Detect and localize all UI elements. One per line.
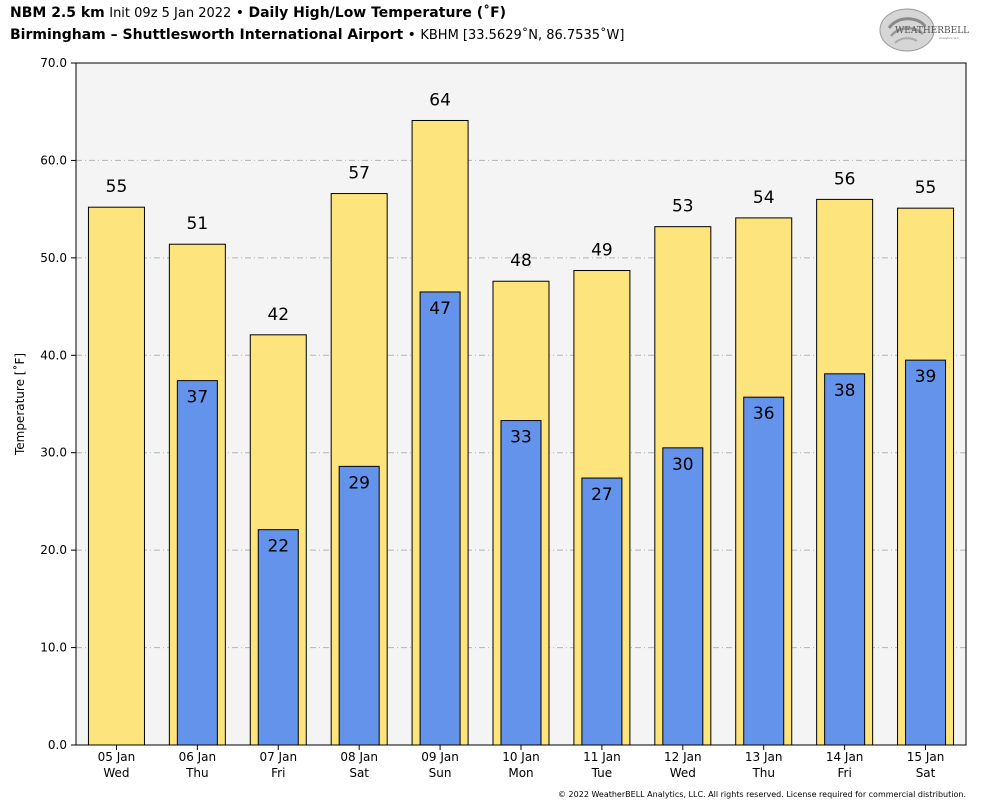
station-meta: KBHM [33.5629˚N, 86.7535˚W] xyxy=(420,28,625,43)
low-temp-bar xyxy=(338,465,380,746)
y-tick-label: 20.0 xyxy=(40,543,67,557)
x-tick-date: 11 Jan xyxy=(583,750,621,764)
chart-title-line: NBM 2.5 km Init 09z 5 Jan 2022 • Daily H… xyxy=(10,5,506,21)
high-temp-label: 57 xyxy=(348,164,370,184)
high-temp-label: 56 xyxy=(834,169,856,189)
x-tick-date: 06 Jan xyxy=(179,750,217,764)
y-tick-label: 10.0 xyxy=(40,641,67,655)
low-temp-label: 33 xyxy=(510,428,532,448)
low-temp-bar xyxy=(662,447,704,746)
product-name: Daily High/Low Temperature (˚F) xyxy=(248,5,507,21)
init-time: Init 09z 5 Jan 2022 xyxy=(109,6,232,21)
low-temp-bar xyxy=(257,529,299,746)
low-temp-bar xyxy=(581,477,623,746)
high-temp-label: 49 xyxy=(591,241,613,261)
station-line: Birmingham – Shuttlesworth International… xyxy=(10,27,624,43)
y-axis: 0.0 10.0 20.0 30.0 40.0 50.0 60.0 70.0 xyxy=(40,56,76,752)
high-temp-bar xyxy=(87,206,145,746)
y-tick-label: 50.0 xyxy=(40,251,67,265)
low-temp-bar xyxy=(905,359,947,746)
x-tick-day: Sat xyxy=(916,766,936,780)
x-tick-date: 12 Jan xyxy=(664,750,702,764)
low-temp-label: 29 xyxy=(348,473,370,493)
high-temp-label: 42 xyxy=(267,305,289,325)
y-tick-label: 40.0 xyxy=(40,348,67,362)
x-tick-day: Mon xyxy=(508,766,533,780)
low-temp-label: 30 xyxy=(672,455,694,475)
x-tick-day: Sat xyxy=(349,766,369,780)
separator-bullet: • xyxy=(407,27,416,43)
low-temp-bar xyxy=(176,380,218,746)
low-temp-label: 38 xyxy=(834,381,856,401)
high-temp-label: 54 xyxy=(753,188,775,208)
y-tick-label: 30.0 xyxy=(40,446,67,460)
low-temp-bar xyxy=(743,396,785,746)
x-tick-date: 15 Jan xyxy=(907,750,945,764)
low-temp-label: 39 xyxy=(915,367,937,387)
x-tick-date: 14 Jan xyxy=(826,750,864,764)
logo-subtext: Analytics LLC xyxy=(939,36,959,40)
low-temp-label: 47 xyxy=(429,299,451,319)
high-temp-label: 55 xyxy=(106,177,128,197)
x-tick-date: 09 Jan xyxy=(421,750,459,764)
y-tick-label: 60.0 xyxy=(40,153,67,167)
high-temp-label: 48 xyxy=(510,251,532,271)
x-axis: 05 Jan Wed 06 Jan Thu 07 Jan Fri 08 Jan Sat 09 J… xyxy=(98,745,945,780)
station-name: Birmingham – Shuttlesworth International… xyxy=(10,27,404,43)
high-temp-label: 53 xyxy=(672,197,694,217)
x-tick-day: Thu xyxy=(751,766,775,780)
copyright-notice: © 2022 WeatherBELL Analytics, LLC. All r… xyxy=(558,790,966,799)
low-temp-label: 22 xyxy=(267,537,289,557)
x-tick-date: 13 Jan xyxy=(745,750,783,764)
x-tick-date: 05 Jan xyxy=(98,750,136,764)
x-tick-day: Tue xyxy=(591,766,613,780)
low-temp-bar xyxy=(500,420,542,746)
x-tick-day: Sun xyxy=(429,766,452,780)
bars xyxy=(87,119,955,746)
high-temp-label: 55 xyxy=(915,178,937,198)
model-name: NBM 2.5 km xyxy=(10,5,105,21)
x-tick-date: 08 Jan xyxy=(340,750,378,764)
x-tick-day: Thu xyxy=(185,766,209,780)
x-tick-date: 07 Jan xyxy=(259,750,297,764)
x-tick-day: Fri xyxy=(837,766,851,780)
logo-text: WEATHERBELL xyxy=(895,26,969,36)
low-temp-bar xyxy=(824,373,866,746)
x-tick-day: Wed xyxy=(670,766,696,780)
low-temp-label: 37 xyxy=(187,388,209,408)
high-temp-label: 64 xyxy=(429,90,451,110)
bar-labels: 55 51 42 57 64 48 49 53 54 56 55 37 22 29 47 33 27 30 36 38… xyxy=(106,90,937,556)
x-tick-day: Wed xyxy=(103,766,129,780)
separator-bullet: • xyxy=(235,5,245,21)
weatherbell-logo: WEATHERBELL Analytics LLC xyxy=(879,8,969,52)
high-temp-label: 51 xyxy=(187,214,209,234)
y-axis-label: Temperature [˚F] xyxy=(12,353,27,456)
low-temp-label: 27 xyxy=(591,485,613,505)
x-tick-day: Fri xyxy=(271,766,285,780)
low-temp-label: 36 xyxy=(753,404,775,424)
low-temp-bar xyxy=(419,291,461,746)
x-tick-date: 10 Jan xyxy=(502,750,540,764)
y-tick-label: 70.0 xyxy=(40,56,67,70)
y-tick-label: 0.0 xyxy=(48,738,67,752)
